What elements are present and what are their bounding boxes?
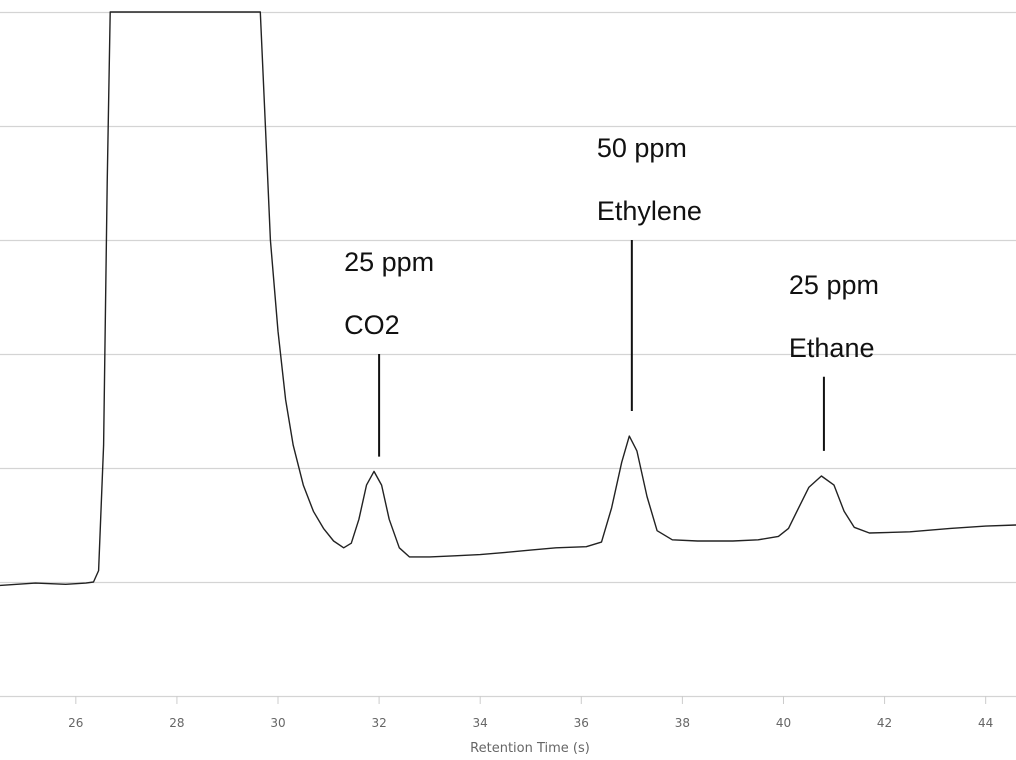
x-tick-label: 40 xyxy=(776,716,791,730)
annotation-label: 25 ppm xyxy=(344,247,434,277)
x-tick-label: 32 xyxy=(371,716,386,730)
peak-annotations: 25 ppm CO2 50 ppm Ethylene 25 ppm Ethane xyxy=(344,133,879,457)
annotation-label: 25 ppm xyxy=(789,270,879,300)
x-tick-label: 34 xyxy=(473,716,488,730)
chromatogram-trace xyxy=(0,11,1016,587)
x-axis-title: Retention Time (s) xyxy=(470,741,590,756)
x-tick-label: 26 xyxy=(68,716,83,730)
x-tick-label: 36 xyxy=(574,716,589,730)
annotation-label: Ethane xyxy=(789,333,875,363)
annotation-label: CO2 xyxy=(344,310,400,340)
x-tick-label: 42 xyxy=(877,716,892,730)
x-tick-label: 38 xyxy=(675,716,690,730)
x-tick-label: 28 xyxy=(169,716,184,730)
x-tick-label: 44 xyxy=(978,716,993,730)
x-tick-label: 30 xyxy=(270,716,285,730)
annotation-label: Ethylene xyxy=(597,196,702,226)
x-axis: 26 28 30 32 34 36 38 40 42 44 xyxy=(68,696,993,730)
annotation-label: 50 ppm xyxy=(597,133,687,163)
